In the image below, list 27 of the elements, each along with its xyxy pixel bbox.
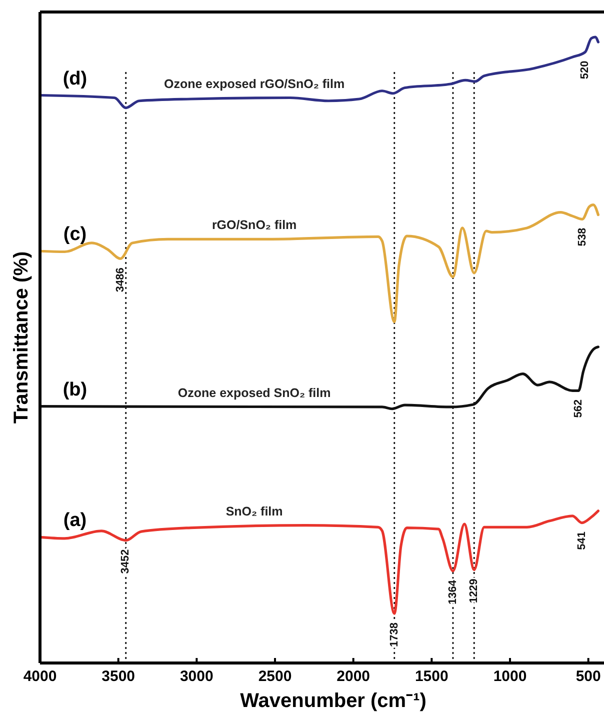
annotation: (b): [62, 379, 88, 400]
annotation: 538: [576, 228, 588, 246]
annotation: 3452: [120, 549, 132, 574]
x-tick-label: 1500: [414, 668, 448, 685]
x-tick-label: 1000: [493, 668, 527, 685]
y-axis-title: Transmittance (%): [10, 251, 32, 424]
series-label: rGO/SnO₂ film: [212, 218, 297, 232]
annotation: 541: [576, 532, 588, 550]
annotation: 3486: [114, 268, 126, 292]
annotation: 1364: [446, 579, 459, 604]
x-tick-label: 500: [576, 668, 601, 685]
annotation: 520: [579, 60, 592, 80]
annotation: (c): [63, 224, 87, 246]
annotation: (d): [62, 68, 88, 90]
series-label: Ozone exposed SnO₂ film: [178, 386, 331, 400]
series-label: SnO₂ film: [226, 504, 283, 518]
series-label: Ozone exposed rGO/SnO₂ film: [164, 76, 345, 91]
annotation: 1229: [468, 578, 480, 604]
annotation: 562: [572, 399, 585, 418]
annotation: (a): [63, 510, 87, 532]
x-axis-title: Wavenumber (cm⁻¹): [240, 690, 426, 712]
x-tick-label: 3000: [180, 668, 214, 685]
x-tick-label: 3500: [102, 668, 136, 685]
x-tick-label: 2000: [336, 668, 370, 685]
x-tick-label: 2500: [258, 668, 292, 685]
x-tick-label: 4000: [23, 668, 57, 685]
annotation: 1738: [388, 622, 400, 647]
